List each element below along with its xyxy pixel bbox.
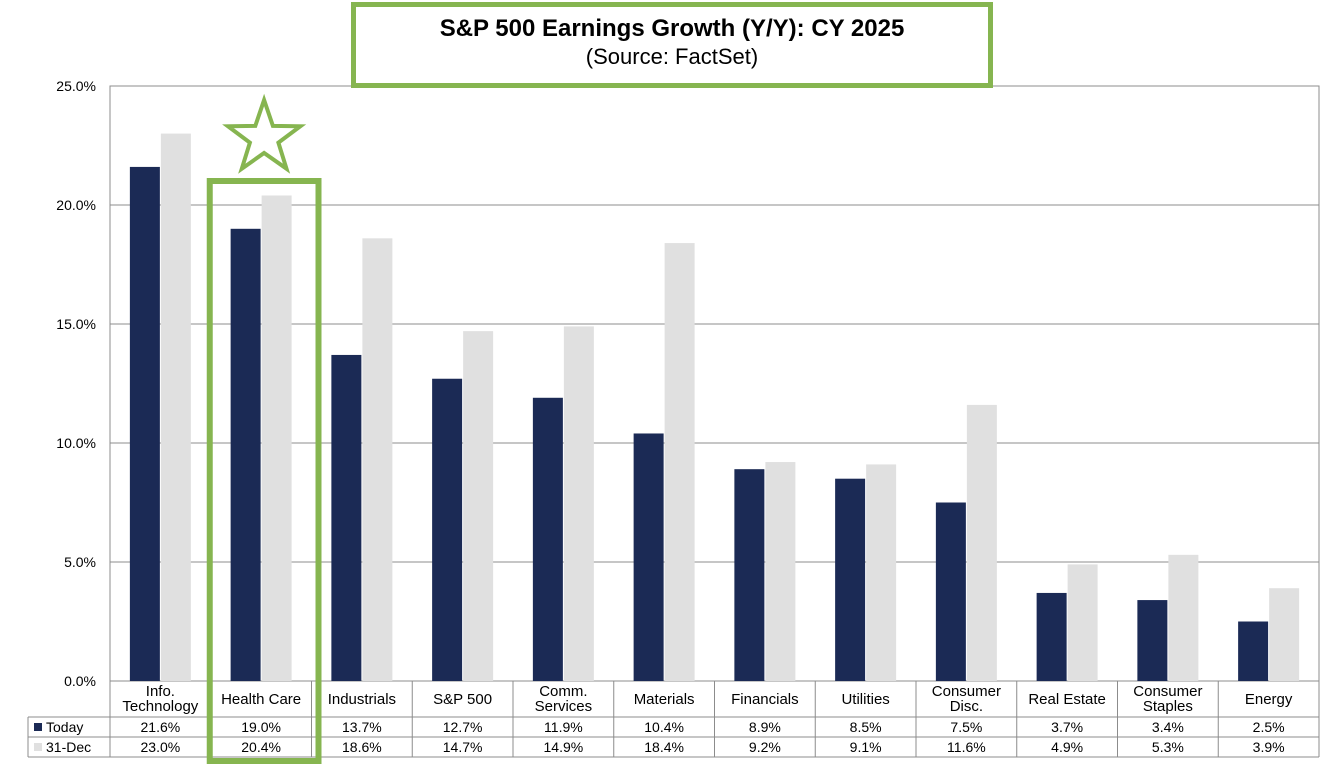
bar-today [331, 354, 362, 681]
category-label: Materials [634, 691, 695, 708]
data-table-value: 11.6% [947, 739, 986, 755]
data-table-value: 8.9% [749, 719, 781, 735]
bar-31-dec [1269, 588, 1300, 681]
category-label: Health Care [221, 691, 301, 708]
data-table-value: 19.0% [241, 719, 281, 735]
data-table-value: 23.0% [141, 739, 181, 755]
category-label: Real Estate [1028, 691, 1106, 708]
category-label: Staples [1143, 698, 1193, 715]
legend-label: 31-Dec [46, 739, 91, 755]
category-label: Comm. [539, 683, 587, 700]
bar-31-dec [563, 326, 594, 681]
bar-today [1036, 592, 1067, 681]
bar-today [835, 478, 866, 681]
highlight-box [206, 178, 322, 764]
y-tick-label: 20.0% [56, 197, 96, 213]
data-table-value: 3.9% [1253, 739, 1285, 755]
bar-today [1238, 621, 1269, 681]
category-label: Consumer [1133, 683, 1202, 700]
category-label: S&P 500 [433, 691, 492, 708]
bar-today [230, 228, 261, 682]
data-table-value: 11.9% [544, 719, 583, 735]
data-table-value: 14.7% [443, 739, 483, 755]
data-table-value: 3.4% [1152, 719, 1184, 735]
bar-today [633, 433, 664, 681]
bar-31-dec [765, 462, 796, 681]
data-table-value: 9.1% [850, 739, 882, 755]
bar-31-dec [1168, 554, 1199, 681]
bar-31-dec [866, 464, 897, 681]
category-label: Info. [146, 683, 175, 700]
data-table-value: 9.2% [749, 739, 781, 755]
category-label: Technology [122, 698, 198, 715]
bar-today [734, 469, 765, 681]
bar-today [432, 378, 463, 681]
bar-31-dec [664, 243, 695, 681]
chart-subtitle: (Source: FactSet) [585, 44, 759, 69]
data-table-value: 3.7% [1051, 719, 1083, 735]
data-table-value: 5.3% [1152, 739, 1184, 755]
data-table-value: 13.7% [342, 719, 382, 735]
data-table-value: 2.5% [1253, 719, 1285, 735]
bar-31-dec [362, 238, 393, 681]
data-table-value: 21.6% [141, 719, 181, 735]
y-tick-label: 5.0% [64, 554, 96, 570]
data-table-value: 20.4% [241, 739, 281, 755]
bar-today [532, 397, 563, 681]
y-tick-label: 15.0% [56, 316, 96, 332]
legend-swatch [34, 743, 42, 751]
bar-31-dec [160, 133, 191, 682]
data-table-value: 10.4% [644, 719, 684, 735]
bar-31-dec [261, 195, 292, 682]
data-table-value: 18.4% [644, 739, 684, 755]
category-label: Financials [731, 691, 799, 708]
legend-swatch [34, 723, 42, 731]
category-label: Energy [1245, 691, 1293, 708]
bar-31-dec [966, 404, 997, 681]
data-table-value: 14.9% [544, 739, 584, 755]
y-tick-label: 25.0% [56, 78, 96, 94]
y-tick-label: 0.0% [64, 673, 96, 689]
data-table-value: 4.9% [1051, 739, 1083, 755]
bar-31-dec [1067, 564, 1098, 681]
data-table-value: 12.7% [443, 719, 483, 735]
bar-today [129, 166, 160, 682]
category-label: Utilities [841, 691, 889, 708]
bar-31-dec [463, 331, 494, 681]
bar-today [935, 502, 966, 681]
category-label: Consumer [932, 683, 1001, 700]
chart-title-box: S&P 500 Earnings Growth (Y/Y): CY 2025 (… [351, 2, 993, 88]
category-label: Disc. [950, 698, 983, 715]
category-label: Industrials [328, 691, 396, 708]
data-table-value: 7.5% [950, 719, 982, 735]
y-tick-label: 10.0% [56, 435, 96, 451]
bar-today [1137, 600, 1168, 681]
star-icon [222, 93, 307, 174]
data-table-value: 8.5% [850, 719, 882, 735]
data-table-value: 18.6% [342, 739, 382, 755]
category-label: Services [535, 698, 593, 715]
legend-label: Today [46, 719, 83, 735]
chart-title: S&P 500 Earnings Growth (Y/Y): CY 2025 [439, 15, 905, 42]
